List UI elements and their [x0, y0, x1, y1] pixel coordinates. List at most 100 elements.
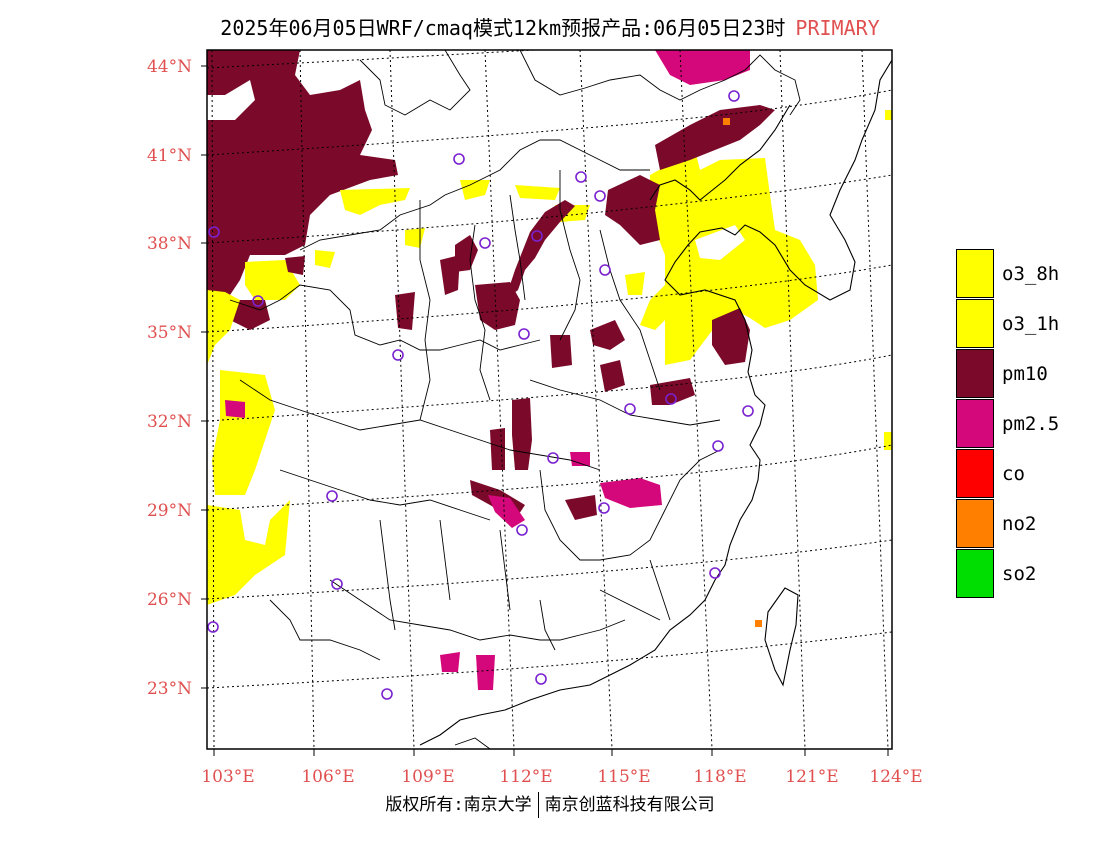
pm25-area-central	[570, 452, 590, 466]
pm10-area-central-3	[395, 292, 415, 330]
station-marker	[709, 567, 721, 579]
pm10-area-shanxi-belt	[505, 200, 575, 300]
pm10-area-central-7	[565, 495, 597, 520]
pm25-area-hunan	[488, 495, 525, 528]
border-north	[359, 50, 801, 116]
pollutant-legend: o3_8h o3_1h pm10 pm2.5 co no2 so2	[956, 249, 1096, 599]
boundaries	[229, 50, 892, 749]
station-marker	[518, 328, 530, 340]
legend-label: pm10	[1002, 363, 1048, 385]
legend-label: no2	[1002, 513, 1037, 535]
o3-area-east-large	[640, 150, 818, 365]
province-lines	[229, 139, 721, 661]
map-title: 2025年06月05日WRF/cmaq模式12km预报产品:06月05日23时 P…	[0, 12, 1100, 41]
station-marker	[381, 688, 393, 700]
station-marker	[547, 452, 559, 464]
title-primary-tag: PRIMARY	[795, 16, 880, 40]
coastline	[419, 59, 892, 746]
pm25-area-northeast	[655, 50, 750, 85]
legend-swatch	[956, 499, 994, 548]
station-marker	[728, 90, 740, 102]
o3-area-west-north	[245, 260, 300, 300]
station-marker	[594, 190, 606, 202]
station-marker	[742, 405, 754, 417]
o3-area-north-belt-3	[515, 185, 560, 200]
pm25-area-west	[225, 400, 245, 418]
lat-ticks	[201, 65, 207, 689]
pm10-area-north-strip-2	[455, 235, 478, 272]
o3-area-central-1	[315, 250, 335, 268]
lon-label: 124°E	[869, 767, 922, 787]
o3-area-west-central	[405, 228, 425, 248]
o3-area-far-east-2	[884, 432, 892, 450]
o3-area-north-belt	[340, 188, 410, 215]
o3-area-east-small	[625, 272, 645, 295]
lon-label: 118°E	[693, 767, 746, 787]
pm10-area-central-1	[475, 282, 520, 330]
station-marker	[712, 440, 724, 452]
station-marker	[479, 237, 491, 249]
title-text: 2025年06月05日WRF/cmaq模式12km预报产品:06月05日23时	[220, 16, 786, 40]
lat-label: 32°N	[147, 412, 192, 432]
legend-label: o3_1h	[1002, 313, 1060, 335]
copyright-left: 版权所有:南京大学	[385, 795, 532, 815]
station-marker	[392, 349, 404, 361]
pm10-area-central-4	[550, 335, 572, 368]
lat-label: 26°N	[147, 590, 192, 610]
o3-area-west-upper	[207, 290, 240, 365]
o3-area-west-middle	[212, 370, 275, 495]
taiwan-outline	[764, 587, 799, 687]
no2-area-fujian	[755, 620, 762, 627]
map-frame	[206, 49, 893, 750]
pm25-area-guangdong-2	[440, 652, 460, 672]
graticule	[207, 50, 892, 749]
pm10-area-central-5	[512, 398, 532, 470]
station-marker	[516, 524, 528, 536]
o3-area-far-east-1	[885, 110, 892, 120]
station-marker	[665, 393, 677, 405]
lon-labels: 103°E 106°E 109°E 112°E 115°E 118°E 121°…	[201, 767, 922, 787]
copyright-footer: 版权所有:南京大学 南京创蓝科技有限公司	[0, 790, 1100, 818]
station-marker	[624, 403, 636, 415]
lat-label: 41°N	[147, 146, 192, 166]
lon-ticks	[213, 749, 889, 756]
copyright-right: 南京创蓝科技有限公司	[544, 795, 715, 815]
coastline-bohai	[649, 104, 791, 201]
lon-label: 106°E	[301, 767, 354, 787]
lon-label: 121°E	[785, 767, 838, 787]
pm10-area-northwest	[207, 50, 398, 295]
no2-area-northeast	[723, 118, 730, 125]
lat-label: 44°N	[147, 57, 192, 77]
pollution-layer	[207, 50, 892, 690]
legend-label: so2	[1002, 563, 1037, 585]
pm10-area-henan-1	[590, 320, 625, 350]
legend-item-o3-1h: o3_1h	[956, 299, 1096, 349]
hainan-outline	[454, 737, 491, 749]
legend-swatch	[956, 349, 994, 398]
station-marker	[535, 673, 547, 685]
station-marker	[208, 226, 220, 238]
legend-swatch	[956, 549, 994, 598]
legend-item-pm25: pm2.5	[956, 399, 1096, 449]
lon-label: 103°E	[201, 767, 254, 787]
footer-separator	[537, 792, 539, 818]
lat-label: 38°N	[147, 234, 192, 254]
o3-area-west-lower	[207, 500, 290, 605]
legend-item-no2: no2	[956, 499, 1096, 549]
legend-swatch	[956, 399, 994, 448]
legend-swatch	[956, 249, 994, 298]
legend-label: co	[1002, 463, 1025, 485]
lat-labels: 44°N 41°N 38°N 35°N 32°N 29°N 26°N 23°N	[147, 57, 192, 699]
station-marker	[326, 490, 338, 502]
pm10-area-west-north-small	[285, 256, 305, 275]
legend-label: pm2.5	[1002, 413, 1060, 435]
pm10-area-beijing	[605, 175, 660, 245]
pm10-area-henan-2	[600, 360, 625, 392]
station-marker	[599, 264, 611, 276]
lon-label: 112°E	[499, 767, 552, 787]
lat-label: 23°N	[147, 679, 192, 699]
legend-swatch	[956, 299, 994, 348]
legend-item-o3-8h: o3_8h	[956, 249, 1096, 299]
station-marker	[331, 578, 343, 590]
